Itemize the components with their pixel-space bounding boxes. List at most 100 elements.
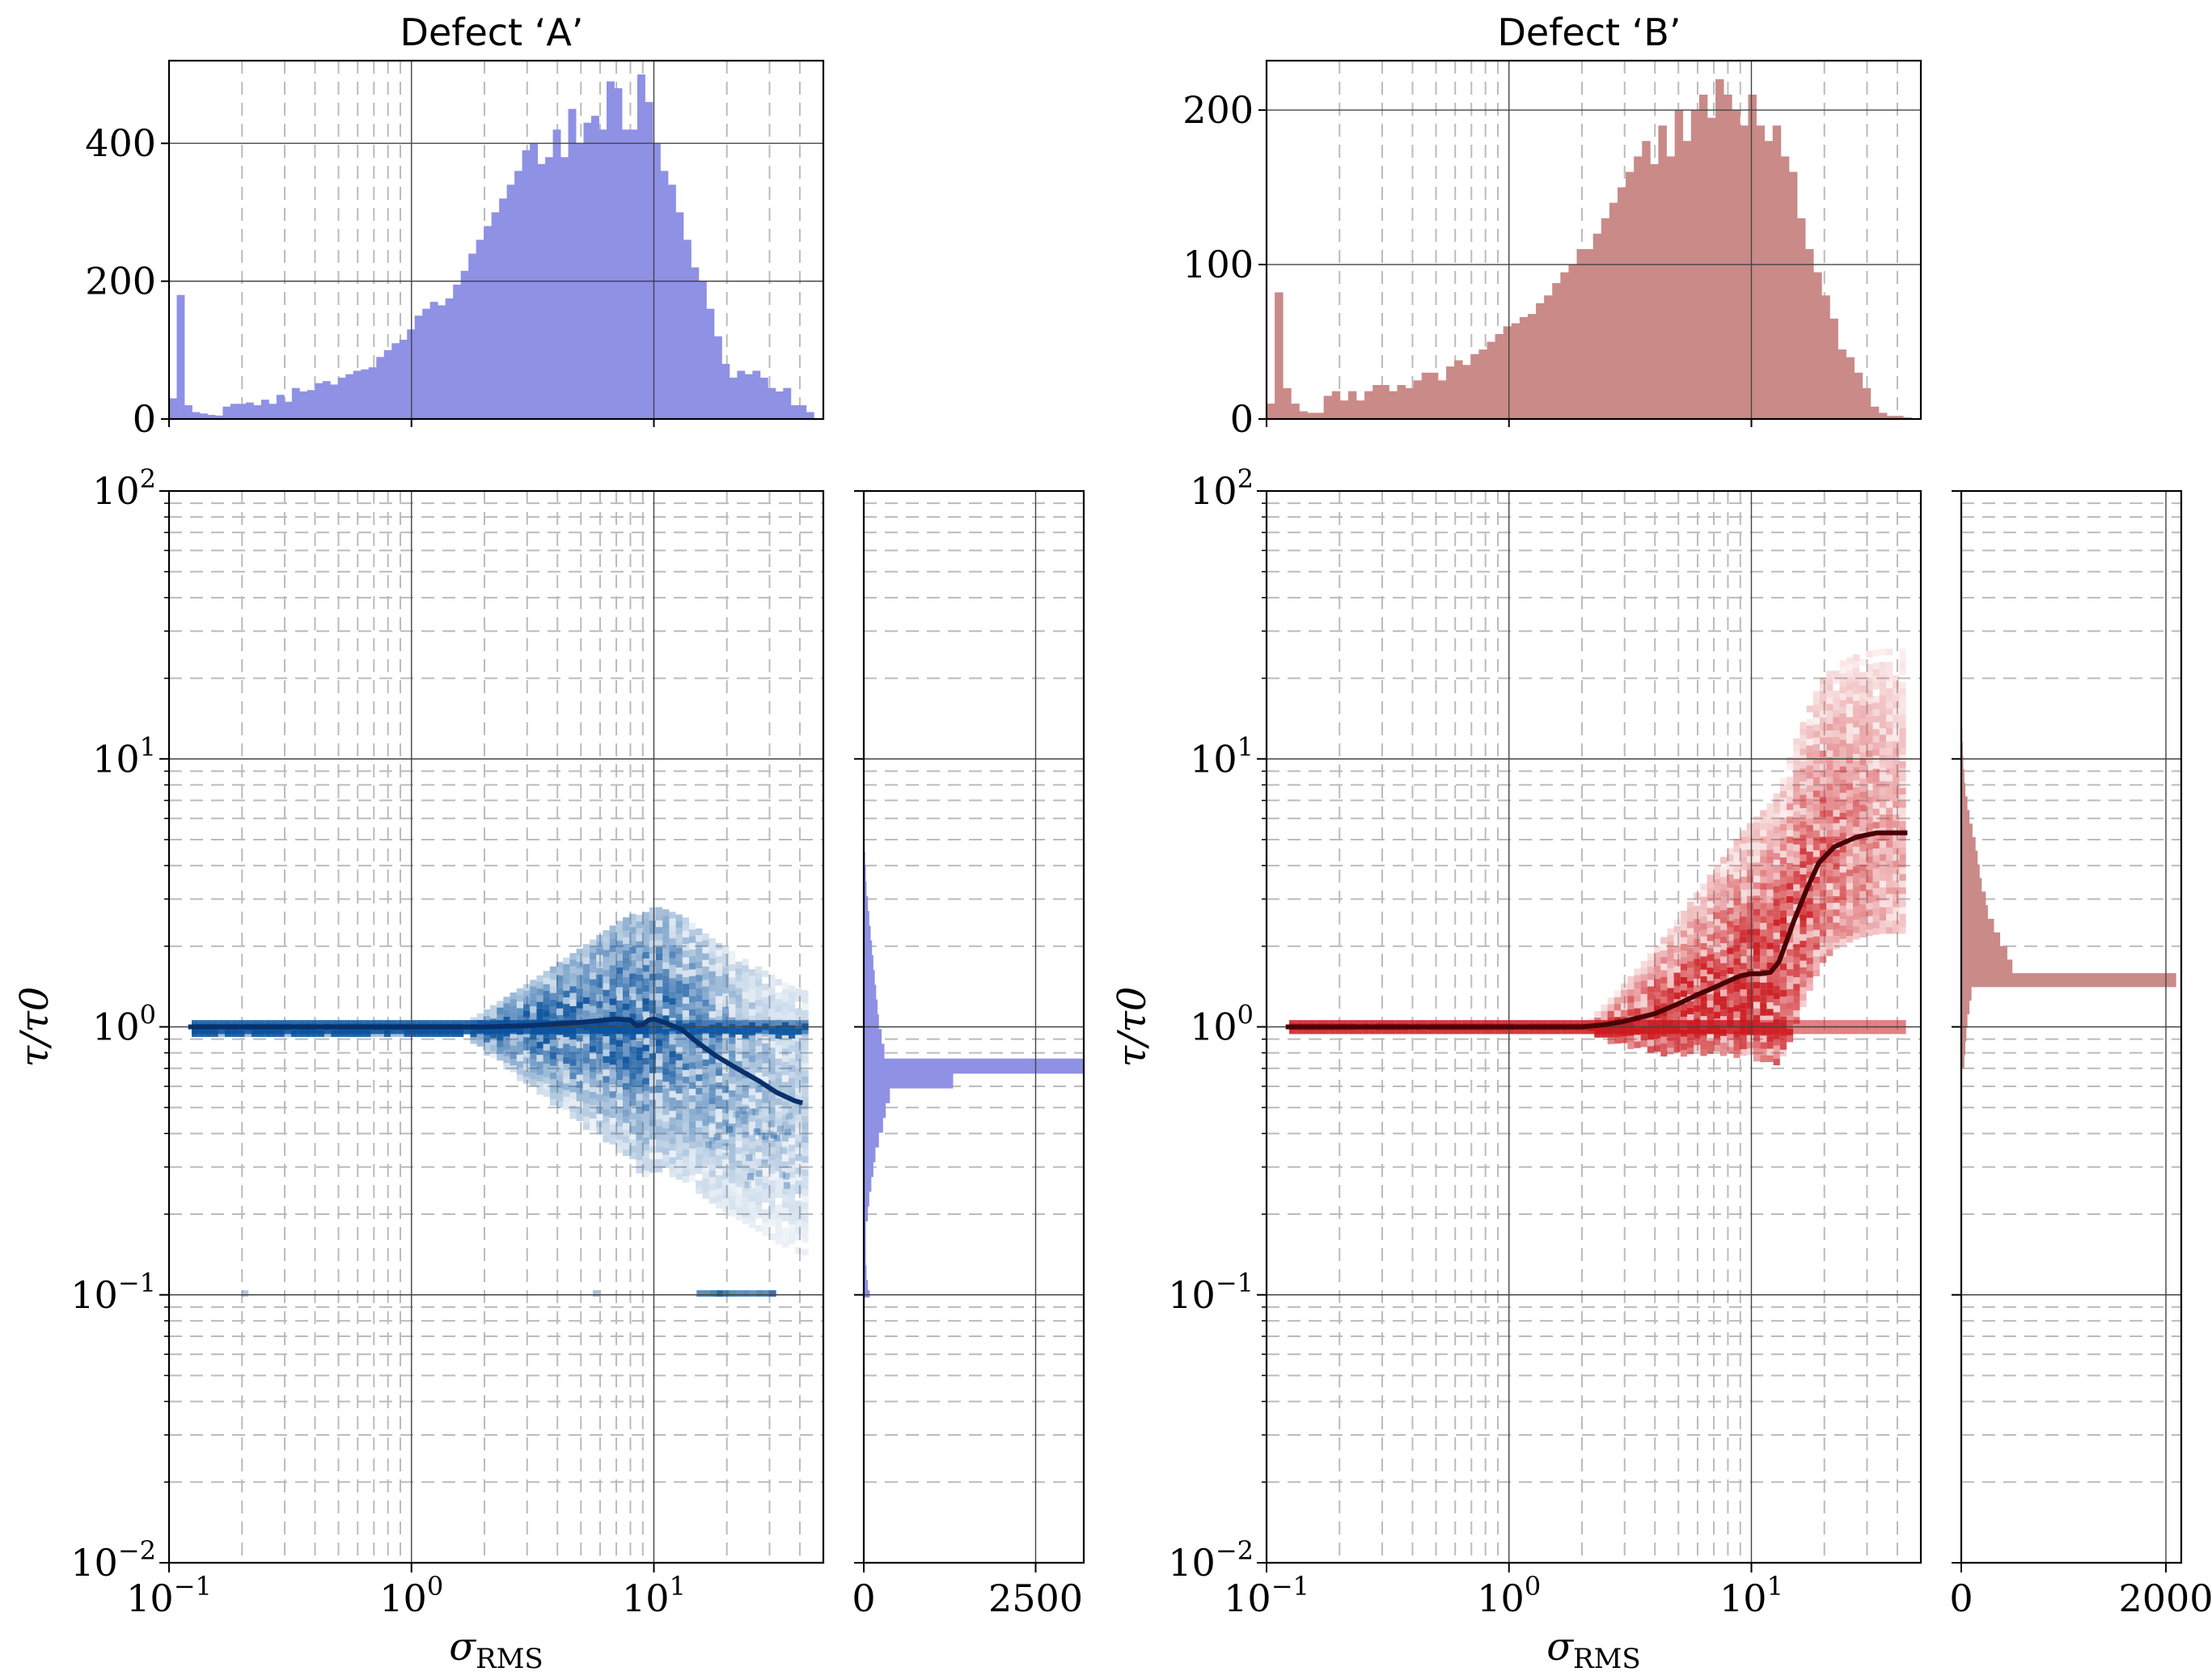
histogram-bar [683,239,692,419]
histogram-bar [353,370,362,419]
histogram-bar [864,925,871,942]
histogram-bar [1511,323,1520,419]
histogram-bar [1307,413,1316,419]
histogram-bar [269,404,277,419]
histogram-bar [1780,156,1790,419]
histogram-bar [1862,387,1872,419]
histogram-bar [607,81,615,420]
y-tick-label: 100 [1182,243,1254,286]
histogram-bar [1740,125,1749,419]
y-tick-label: 100 [92,1000,156,1049]
histogram-bar [291,387,300,419]
histogram-bar [1961,905,1988,920]
histogram-bar [1846,357,1855,419]
histogram-bar [1617,187,1626,420]
histogram-bar [1339,400,1349,419]
histogram-bar [299,391,308,419]
histogram-bar [1961,1041,1966,1056]
y-axis-label: τ/τ0 [1110,987,1155,1068]
histogram-bar [391,343,400,419]
histogram-bar [864,1265,867,1280]
histogram-bar [429,302,438,419]
histogram-bar [622,129,630,419]
histogram-bar [1381,384,1389,419]
histogram-bar [368,367,377,419]
x-tick-label: 100 [379,1571,443,1620]
x-tick-label: 2000 [2118,1577,2212,1620]
histogram-bar [1397,384,1406,419]
histogram-bar [864,1132,879,1148]
histogram-bar [864,1280,869,1296]
histogram-bar [1364,391,1373,419]
histogram-bar [438,305,446,419]
histogram-bar [864,1250,866,1266]
histogram-bar [698,281,707,419]
histogram-bar [1601,218,1610,419]
axes-frame [1265,489,1922,1564]
histogram-bar [1961,782,1966,797]
histogram-bar [345,374,354,419]
histogram-bar [737,370,746,419]
y-axis-label: τ/τ0 [12,987,57,1068]
x-axis-label: σRMS [1546,1624,1640,1675]
histogram-bar [537,163,546,420]
histogram-bar [864,1088,890,1103]
histogram-bar [1437,380,1447,419]
defect-b-title: Defect ‘B’ [1498,11,1681,54]
histogram-bar [768,387,776,419]
histogram-bar [506,184,515,419]
histogram-bar [1421,372,1431,419]
y-tick-label: 10−1 [70,1268,156,1317]
histogram-bar [667,184,676,419]
y-tick-label: 101 [1190,731,1254,781]
histogram-bar [1723,95,1732,420]
histogram-bar [222,406,231,419]
histogram-bar [864,999,878,1015]
histogram-bar [499,198,508,419]
histogram-bar [1813,272,1822,419]
x-tick-label: 100 [1477,1571,1541,1620]
histogram-bar [1961,768,1965,784]
histogram-bar [1707,117,1716,419]
histogram-bar [484,226,493,419]
histogram-bar [1568,265,1577,419]
histogram-bar [1961,959,2013,974]
histogram-bar [1698,95,1708,420]
histogram-bar [1634,156,1643,419]
histogram-bar [806,412,814,419]
y-tick-label: 10−2 [70,1535,156,1585]
histogram-bar [1772,125,1782,419]
histogram-bar [476,239,484,419]
y-tick-label: 400 [85,121,156,165]
histogram-bar [783,387,792,419]
median-curve [188,1016,804,1106]
histogram-bar [568,108,577,419]
histogram-bar [1788,171,1798,419]
histogram-bar [245,402,254,419]
histogram-bar [1576,248,1586,419]
histogram-bar [176,294,185,419]
histogram-bar [864,970,875,985]
histogram-bar [169,398,177,419]
histogram-bar [184,404,192,419]
histogram-bar [1887,416,1896,419]
histogram-bar [864,1117,883,1133]
x-tick-label: 0 [852,1577,875,1620]
histogram-bar [414,315,423,419]
y-tick-label: 100 [1190,1000,1254,1049]
axes-frame [167,489,825,1564]
histogram-bar [864,1043,885,1060]
histogram-bar [864,1221,866,1237]
histogram-bar [1961,878,1982,892]
histogram-bar [1527,314,1537,419]
histogram-bar [864,1058,1084,1074]
defect-a-top-histogram: 0 200 400 [85,59,825,441]
x-tick-label: 10−1 [1224,1571,1309,1620]
histogram-bar [1797,218,1806,419]
histogram-bar [422,308,431,419]
histogram-bar [864,1162,873,1178]
histogram-bar [864,940,873,956]
histogram-bar [1961,850,1978,866]
histogram-bar [1626,171,1635,419]
